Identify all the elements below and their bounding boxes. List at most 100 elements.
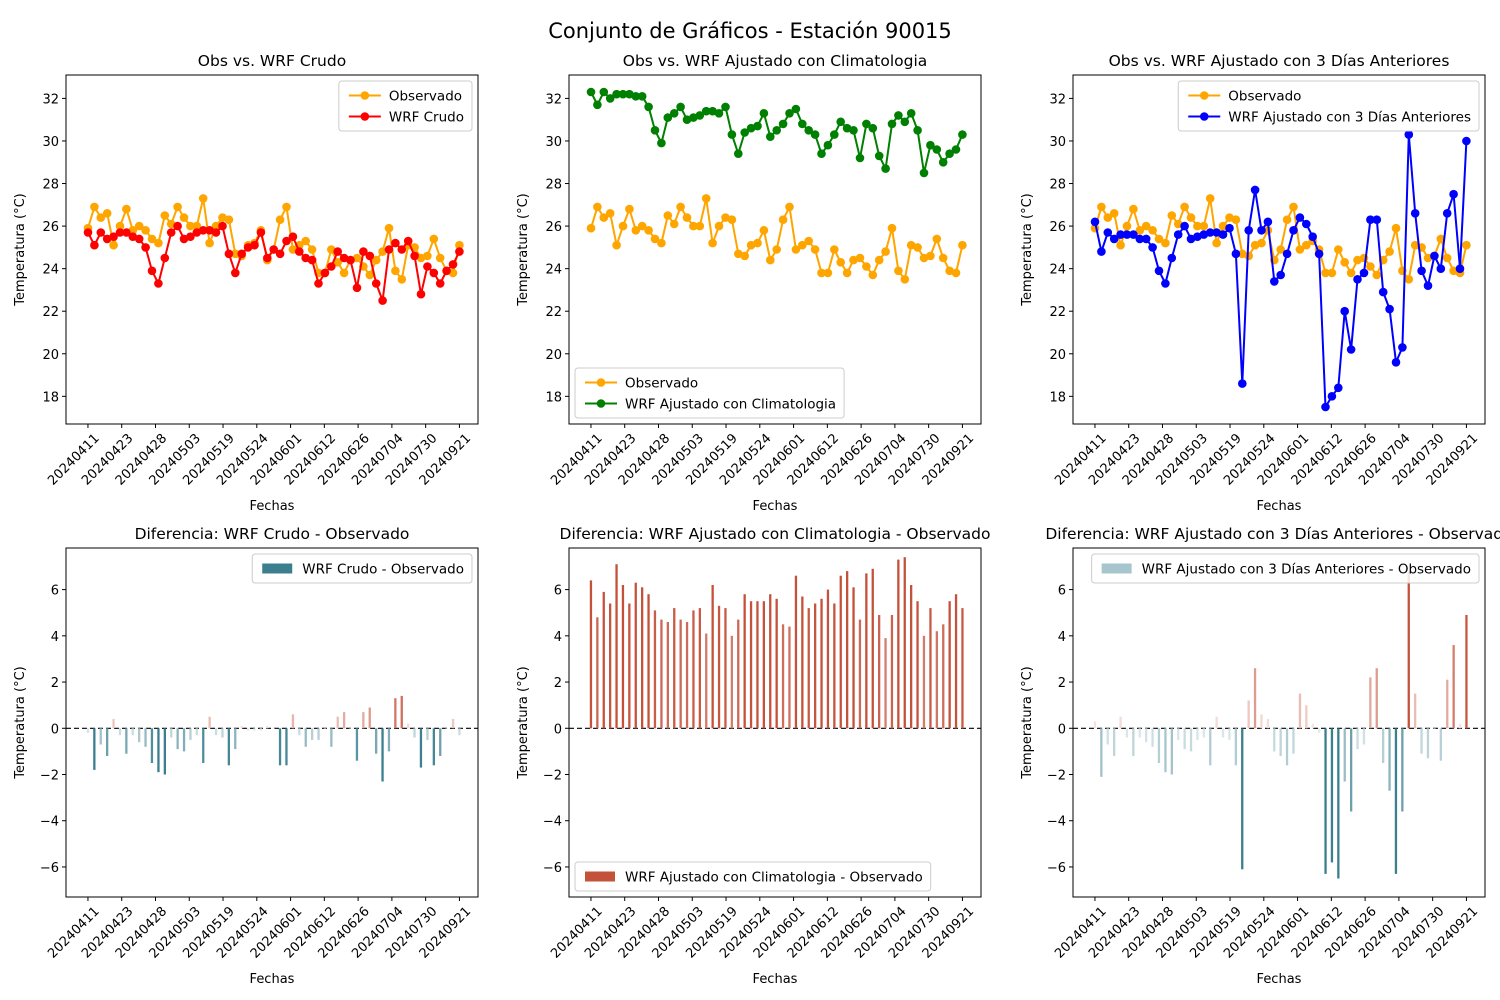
legend-box (251, 553, 473, 584)
data-point (1148, 243, 1157, 252)
data-point (160, 211, 170, 220)
data-point (1109, 209, 1119, 218)
series-line (87, 198, 461, 282)
bar (419, 728, 423, 768)
y-tick-label: 28 (545, 178, 562, 193)
bar (1382, 728, 1385, 763)
data-point (115, 228, 125, 237)
bar (1241, 728, 1244, 870)
bar (1407, 571, 1410, 729)
data-point (384, 245, 394, 254)
data-point (791, 104, 801, 114)
axes-frame (65, 547, 479, 898)
data-point (810, 245, 820, 254)
bar (1324, 728, 1327, 874)
bar (1433, 728, 1436, 729)
data-point (275, 249, 285, 259)
bar (336, 716, 339, 729)
data-point (1250, 185, 1260, 195)
data-point (416, 289, 426, 299)
data-point (714, 109, 724, 118)
data-point (1116, 230, 1125, 239)
data-point (701, 106, 711, 116)
bar (1093, 721, 1097, 729)
legend-label: WRF Ajustado con Climatologia - Observad… (625, 870, 923, 886)
data-point (90, 240, 99, 250)
data-point (275, 215, 285, 224)
bar (362, 712, 365, 729)
bar (195, 728, 198, 736)
data-point (599, 87, 609, 97)
data-point (410, 251, 419, 261)
bar (227, 728, 230, 766)
y-tick-label: 30 (1049, 135, 1066, 150)
y-tick-label: 18 (42, 390, 59, 405)
data-point (1436, 264, 1446, 274)
bar (208, 716, 211, 729)
bar (788, 626, 791, 729)
bar (1253, 668, 1257, 729)
x-axis-label: Fechas (250, 499, 295, 514)
data-point (631, 226, 641, 235)
y-tick-label: 4 (1058, 630, 1066, 645)
data-point (1398, 343, 1407, 352)
data-point (224, 215, 234, 224)
data-point (1141, 221, 1151, 231)
data-point (160, 253, 170, 263)
y-tick-label: 26 (1049, 220, 1066, 235)
data-point (333, 247, 343, 256)
bar (1209, 728, 1212, 766)
legend-marker (1199, 91, 1209, 100)
data-point (1321, 268, 1330, 278)
bar (705, 633, 708, 729)
data-point (868, 270, 878, 280)
data-point (1327, 392, 1337, 401)
data-point (141, 243, 150, 252)
data-point (919, 168, 929, 178)
legend-patch (262, 563, 293, 574)
bar (1420, 728, 1423, 754)
data-point (823, 140, 833, 150)
data-point (1302, 240, 1311, 250)
bar (922, 635, 926, 729)
bar (775, 598, 778, 729)
bar (278, 728, 282, 766)
data-point (1154, 266, 1164, 276)
bar (743, 594, 746, 729)
data-point (766, 255, 775, 265)
data-point (951, 268, 961, 278)
bar (916, 601, 919, 729)
bar (1458, 723, 1462, 729)
bar (737, 619, 740, 729)
data-point (586, 223, 596, 233)
bar (1234, 728, 1237, 766)
data-point (855, 253, 865, 263)
data-point (1385, 247, 1394, 256)
bar (814, 603, 817, 729)
data-point (1462, 240, 1471, 250)
data-point (1372, 270, 1382, 280)
data-point (1366, 262, 1375, 271)
y-tick-label: 22 (545, 305, 562, 320)
bar (1247, 700, 1250, 729)
chart-obs-vs-wrf-climatologia: Obs vs. WRF Ajustado con Climatologia 18 2… (516, 52, 982, 514)
data-point (1180, 202, 1189, 212)
data-point (1423, 281, 1433, 291)
bar (1228, 728, 1231, 740)
legend: WRF Crudo - Observado (251, 553, 473, 584)
bar (343, 712, 346, 729)
bar (871, 568, 874, 729)
data-point (663, 211, 673, 220)
bar (884, 638, 887, 729)
data-point (868, 123, 878, 133)
data-point (689, 221, 698, 231)
bar (1465, 615, 1468, 729)
bar (1305, 705, 1308, 729)
bar (673, 608, 676, 729)
data-point (804, 126, 813, 135)
data-point (1193, 221, 1202, 231)
bar (355, 728, 359, 761)
data-point (1270, 277, 1279, 286)
y-axis-label: Temperatura (°C) (13, 193, 28, 306)
data-point (810, 130, 820, 139)
